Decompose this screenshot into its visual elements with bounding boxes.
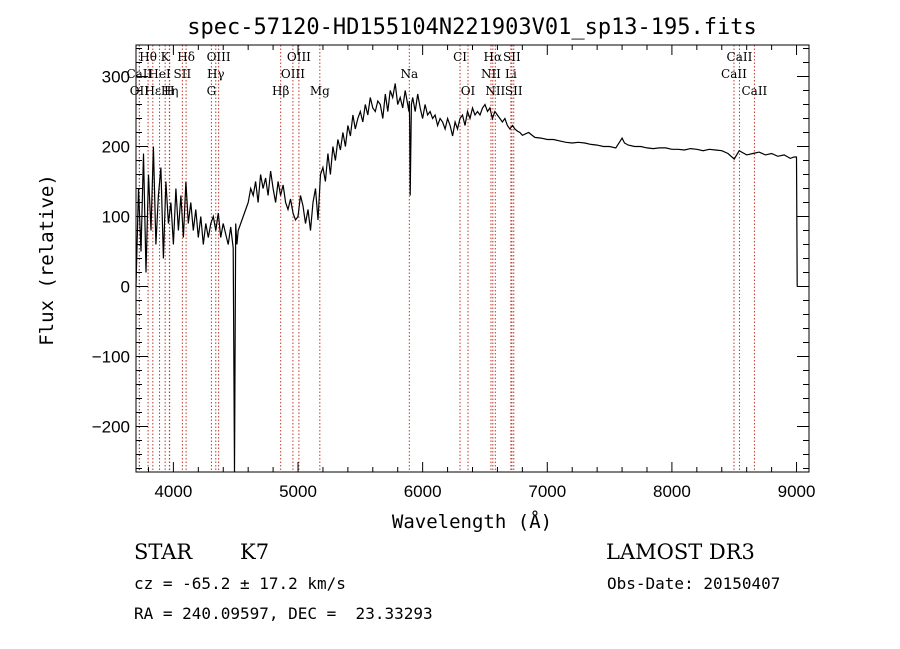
line-label: OIII <box>281 67 305 81</box>
spectrum-line <box>135 83 798 473</box>
y-tick-label: 200 <box>102 138 130 157</box>
line-label: OI <box>461 84 476 98</box>
x-tick-label: 6000 <box>404 482 442 501</box>
line-label: NII <box>481 67 501 81</box>
line-label: HeI <box>148 67 171 81</box>
x-tick-label: 7000 <box>528 482 566 501</box>
line-label: CaII <box>126 67 152 81</box>
line-label: SII <box>174 67 192 81</box>
x-tick-label: 9000 <box>778 482 816 501</box>
spectral-line-markers <box>138 45 755 472</box>
y-tick-label: 300 <box>102 68 130 87</box>
x-tick-label: 8000 <box>653 482 691 501</box>
line-label: Hδ <box>177 50 195 64</box>
line-label: CaII <box>721 67 747 81</box>
line-label: SII <box>505 84 523 98</box>
chart-title: spec-57120-HD155104N221903V01_sp13-195.f… <box>187 15 757 40</box>
y-tick-label: 0 <box>121 278 130 297</box>
line-label: CaII <box>727 50 753 64</box>
x-tick-label: 4000 <box>154 482 192 501</box>
coordinates-readout: RA = 240.09597, DEC = 23.33293 <box>134 604 433 623</box>
y-axis-label: Flux (relative) <box>36 174 58 346</box>
y-tick-label: −200 <box>92 418 130 437</box>
line-label: H <box>164 84 174 98</box>
y-axis: −200 −100 0 100 200 300 <box>92 48 809 469</box>
line-label: OIII <box>287 50 311 64</box>
x-tick-label: 5000 <box>279 482 317 501</box>
line-label: Li <box>505 67 517 81</box>
redshift-readout: cz = -65.2 ± 17.2 km/s <box>134 574 346 593</box>
survey-name: LAMOST DR3 <box>606 540 755 564</box>
line-label: OIII <box>207 50 231 64</box>
line-label: Hγ <box>207 67 225 81</box>
line-label: Hε <box>144 84 161 98</box>
line-label: K <box>161 50 171 64</box>
line-label: CaII <box>741 84 767 98</box>
line-label: Hθ <box>139 50 157 64</box>
line-label: Na <box>400 67 418 81</box>
line-label: G <box>207 84 217 98</box>
line-label: Hη <box>161 84 179 98</box>
x-axis-label: Wavelength (Å) <box>392 510 552 533</box>
spectral-subclass: K7 <box>240 540 270 564</box>
object-class: STAR <box>134 540 193 564</box>
line-label: NII <box>485 84 505 98</box>
line-label: Mg <box>310 84 330 98</box>
line-label: SII <box>503 50 521 64</box>
line-label: CI <box>453 50 467 64</box>
y-tick-label: −100 <box>92 348 130 367</box>
line-label: Hα <box>484 50 503 64</box>
observation-date: Obs-Date: 20150407 <box>607 574 781 593</box>
y-tick-label: 100 <box>102 208 130 227</box>
x-axis: 4000 5000 6000 7000 8000 9000 <box>147 45 816 501</box>
line-label: Hβ <box>272 84 289 98</box>
